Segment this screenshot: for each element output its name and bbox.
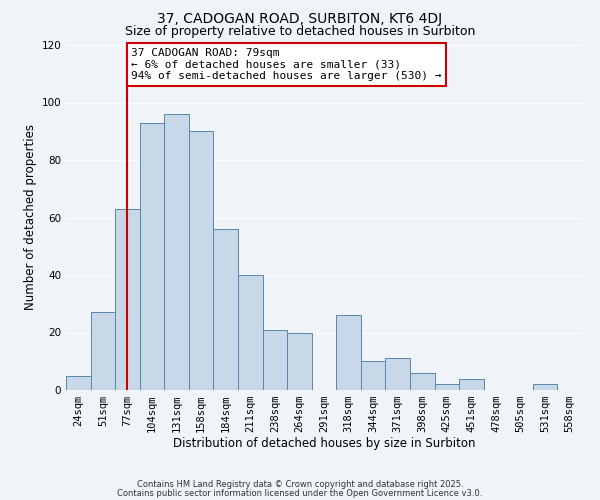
- Bar: [263, 330, 287, 390]
- Bar: [434, 384, 459, 390]
- Bar: [66, 376, 91, 390]
- Bar: [385, 358, 410, 390]
- Bar: [287, 332, 312, 390]
- Bar: [91, 312, 115, 390]
- Bar: [336, 316, 361, 390]
- Bar: [140, 122, 164, 390]
- Text: Contains HM Land Registry data © Crown copyright and database right 2025.: Contains HM Land Registry data © Crown c…: [137, 480, 463, 489]
- Bar: [214, 229, 238, 390]
- Bar: [115, 209, 140, 390]
- Bar: [361, 361, 385, 390]
- Y-axis label: Number of detached properties: Number of detached properties: [24, 124, 37, 310]
- Bar: [238, 275, 263, 390]
- X-axis label: Distribution of detached houses by size in Surbiton: Distribution of detached houses by size …: [173, 436, 475, 450]
- Bar: [164, 114, 189, 390]
- Text: 37 CADOGAN ROAD: 79sqm
← 6% of detached houses are smaller (33)
94% of semi-deta: 37 CADOGAN ROAD: 79sqm ← 6% of detached …: [131, 48, 442, 81]
- Bar: [189, 131, 214, 390]
- Text: Size of property relative to detached houses in Surbiton: Size of property relative to detached ho…: [125, 25, 475, 38]
- Bar: [410, 373, 434, 390]
- Bar: [459, 378, 484, 390]
- Text: 37, CADOGAN ROAD, SURBITON, KT6 4DJ: 37, CADOGAN ROAD, SURBITON, KT6 4DJ: [157, 12, 443, 26]
- Text: Contains public sector information licensed under the Open Government Licence v3: Contains public sector information licen…: [118, 488, 482, 498]
- Bar: [533, 384, 557, 390]
